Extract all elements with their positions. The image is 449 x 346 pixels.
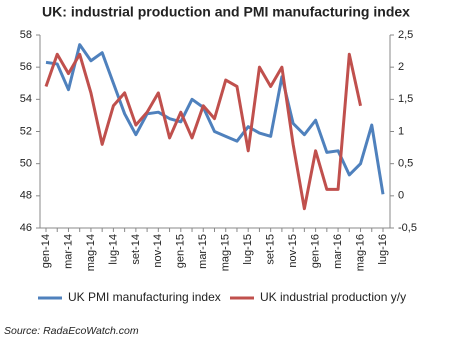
y2-tick-label: 1 bbox=[398, 125, 404, 137]
y-tick-label: 52 bbox=[20, 125, 32, 137]
x-tick-label: mar-15 bbox=[197, 234, 209, 269]
y2-tick-label: 0,5 bbox=[398, 158, 413, 170]
y2-tick-label: -0,5 bbox=[398, 222, 417, 234]
x-tick-label: mar-14 bbox=[62, 234, 74, 269]
x-tick-label: gen-16 bbox=[310, 234, 322, 268]
x-tick-label: set-15 bbox=[265, 234, 277, 265]
chart-title: UK: industrial production and PMI manufa… bbox=[42, 4, 410, 20]
x-tick-label: mag-16 bbox=[354, 234, 366, 271]
y-tick-label: 48 bbox=[20, 190, 32, 202]
y-tick-label: 54 bbox=[20, 93, 32, 105]
y-tick-label: 50 bbox=[20, 158, 32, 170]
x-tick-label: nov-15 bbox=[287, 234, 299, 268]
x-tick-label: lug-14 bbox=[107, 234, 119, 265]
x-tick-label: gen-14 bbox=[40, 234, 52, 268]
y-tick-label: 56 bbox=[20, 61, 32, 73]
x-tick-label: mag-14 bbox=[85, 234, 97, 271]
x-tick-label: mag-15 bbox=[220, 234, 232, 271]
x-tick-label: set-14 bbox=[130, 234, 142, 265]
y-tick-label: 46 bbox=[20, 222, 32, 234]
source: Source: RadaEcoWatch.com bbox=[4, 325, 139, 337]
x-tick-label: lug-16 bbox=[377, 234, 389, 265]
y2-tick-label: 1,5 bbox=[398, 93, 413, 105]
series-line bbox=[44, 52, 362, 211]
x-tick-label: nov-14 bbox=[152, 234, 164, 268]
legend-label: UK industrial production y/y bbox=[260, 290, 406, 304]
series-line bbox=[45, 43, 385, 195]
y2-tick-label: 2 bbox=[398, 61, 404, 73]
legend-label: UK PMI manufacturing index bbox=[68, 290, 221, 304]
x-tick-label: gen-15 bbox=[175, 234, 187, 268]
x-tick-label: lug-15 bbox=[242, 234, 254, 265]
y2-tick-label: 2,5 bbox=[398, 29, 413, 41]
y-tick-label: 58 bbox=[20, 29, 32, 41]
y2-tick-label: 0 bbox=[398, 190, 404, 202]
x-tick-label: mar-16 bbox=[332, 234, 344, 269]
